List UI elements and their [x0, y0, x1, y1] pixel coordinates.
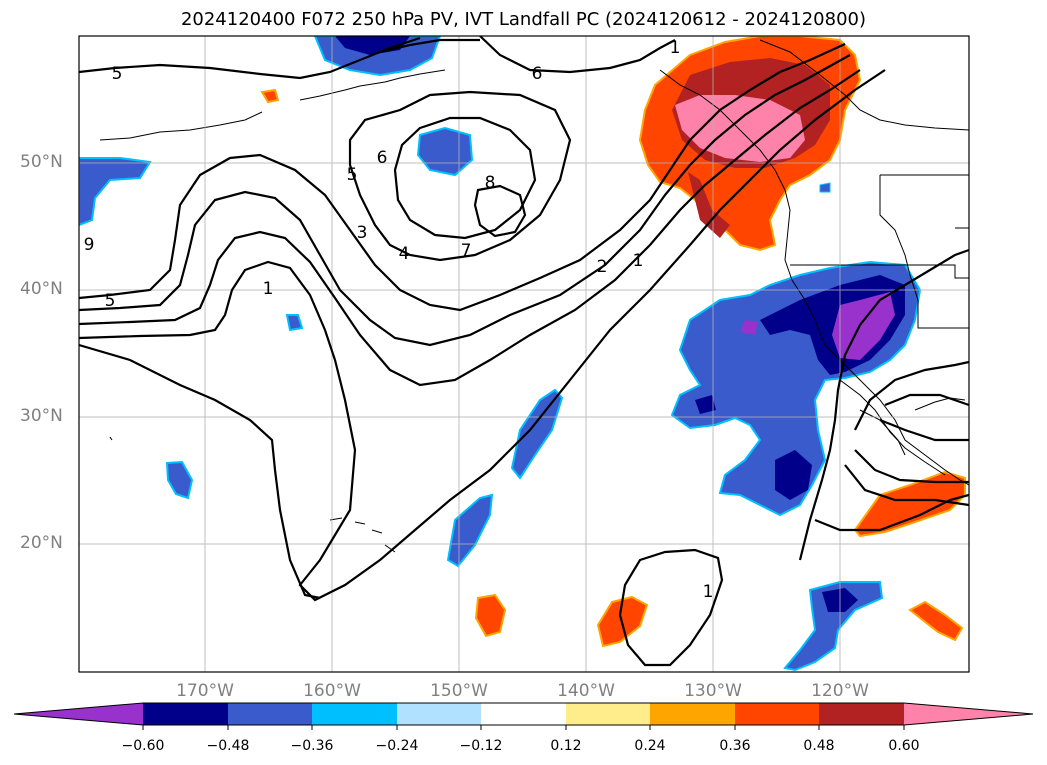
gridlines: [79, 36, 969, 672]
contour-label: 1: [263, 279, 274, 299]
colorbar-bin: [143, 703, 228, 725]
colorbar-bin: [481, 703, 566, 725]
colorbar-tick-label: 0.60: [888, 738, 920, 754]
colorbar-bin: [819, 703, 904, 725]
contour-label: 1: [670, 38, 681, 58]
lon-label-170w: 170°W: [176, 681, 234, 701]
contour-label: 4: [399, 244, 410, 264]
contour-label: 5: [112, 64, 123, 84]
colorbar-tick-label: −0.24: [375, 738, 419, 754]
contour-label: 8: [485, 173, 496, 193]
negative-anomaly-offshore: [670, 260, 922, 517]
colorbar-bin: [735, 703, 819, 725]
colorbar-bin: [312, 703, 397, 725]
contour-label: 1: [633, 251, 644, 271]
colorbar-tick-label: −0.60: [121, 738, 165, 754]
lon-label-130w: 130°W: [684, 681, 742, 701]
lat-label-30n: 30°N: [20, 406, 63, 426]
contour-labels: 5 6 6 5 8 3 4 7 2 1 1 5 9 1 1: [84, 38, 714, 602]
colorbar-tick-label: −0.48: [206, 738, 250, 754]
contour-label: 6: [377, 148, 388, 168]
lon-label-140w: 140°W: [557, 681, 615, 701]
contour-label: 5: [105, 291, 116, 311]
colorbar-bin: [228, 703, 312, 725]
lat-label-50n: 50°N: [20, 152, 63, 172]
colorbar-tick-label: 0.48: [803, 738, 835, 754]
contour-label: 9: [84, 235, 95, 255]
colorbar: [13, 702, 1034, 730]
lon-label-150w: 150°W: [430, 681, 488, 701]
contour-label: 7: [461, 241, 472, 261]
colorbar-extend-high: [904, 703, 1033, 725]
colorbar-bin: [397, 703, 481, 725]
lat-label-40n: 40°N: [20, 279, 63, 299]
colorbar-tick-label: −0.36: [290, 738, 334, 754]
colorbar-tick-label: −0.12: [459, 738, 503, 754]
map-frame: [78, 35, 970, 673]
colorbar-tick-label: 0.36: [719, 738, 751, 754]
lon-label-160w: 160°W: [303, 681, 361, 701]
colorbar-extend-low: [14, 703, 143, 725]
colorbar-tick-label: 0.24: [634, 738, 666, 754]
pv-contours: [79, 36, 969, 667]
contour-label: 2: [597, 257, 608, 277]
contour-label: 5: [347, 165, 358, 185]
contour-label: 6: [532, 64, 543, 84]
colorbar-tick-label: 0.12: [550, 738, 582, 754]
lon-label-120w: 120°W: [811, 681, 869, 701]
map-title: 2024120400 F072 250 hPa PV, IVT Landfall…: [180, 9, 867, 30]
contour-label: 3: [357, 223, 368, 243]
colorbar-bin: [566, 703, 650, 725]
contour-label: 1: [703, 582, 714, 602]
colorbar-bin: [650, 703, 735, 725]
lat-label-20n: 20°N: [20, 533, 63, 553]
